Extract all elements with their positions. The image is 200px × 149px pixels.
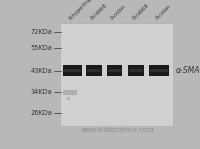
Text: α-SMA: α-SMA: [176, 66, 200, 75]
Text: www.elabscience.com: www.elabscience.com: [80, 127, 154, 133]
Bar: [128, 65, 144, 76]
Bar: [149, 65, 169, 76]
Text: 72KDa: 72KDa: [30, 29, 52, 35]
Bar: [63, 65, 82, 76]
Bar: [107, 65, 122, 76]
Text: R-rabbit: R-rabbit: [131, 2, 150, 21]
Bar: [60, 23, 173, 126]
Bar: [64, 69, 81, 72]
Text: 34KDa: 34KDa: [30, 89, 52, 95]
Bar: [129, 69, 143, 72]
Text: R-rabbit: R-rabbit: [89, 2, 108, 21]
Bar: [86, 65, 102, 76]
Text: 26KDa: 26KDa: [30, 110, 52, 116]
Text: R-colon: R-colon: [110, 4, 127, 21]
Text: 55KDa: 55KDa: [30, 45, 52, 51]
Bar: [108, 69, 121, 72]
Bar: [150, 69, 168, 72]
Bar: [87, 69, 101, 72]
Text: R-colon: R-colon: [154, 4, 172, 21]
Text: 43KDa: 43KDa: [30, 68, 52, 74]
Bar: [63, 90, 77, 95]
Text: R-hypertrophytes: R-hypertrophytes: [67, 0, 104, 21]
